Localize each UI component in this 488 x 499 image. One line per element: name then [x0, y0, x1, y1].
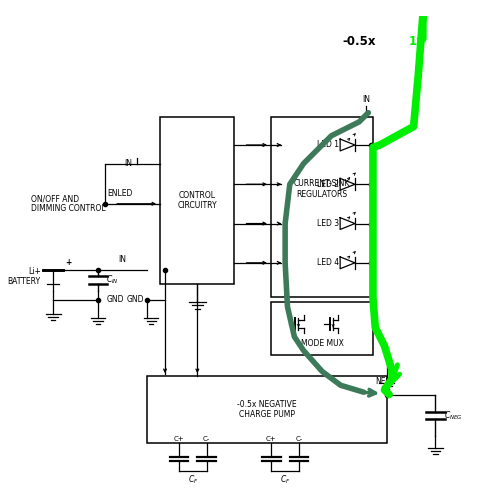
Text: $C_F$: $C_F$	[187, 473, 198, 486]
Text: C-: C-	[203, 436, 210, 442]
Text: -0.5x NEGATIVE
CHARGE PUMP: -0.5x NEGATIVE CHARGE PUMP	[237, 400, 297, 419]
Text: C-: C-	[295, 436, 303, 442]
Text: Li+
BATTERY: Li+ BATTERY	[8, 267, 41, 286]
Text: LED 2: LED 2	[317, 180, 339, 189]
Text: C+: C+	[174, 436, 184, 442]
Text: LED 1: LED 1	[317, 141, 339, 150]
Bar	[161, 117, 234, 283]
Text: IN: IN	[362, 95, 370, 104]
Text: +: +	[65, 258, 71, 267]
Text: GND: GND	[106, 295, 124, 304]
Text: $C_{NEG}$: $C_{NEG}$	[444, 409, 462, 422]
Text: ON/OFF AND
DIMMING CONTROL: ON/OFF AND DIMMING CONTROL	[31, 194, 105, 214]
Text: IN: IN	[118, 255, 126, 264]
Text: GND: GND	[127, 295, 144, 304]
Text: IN: IN	[124, 159, 133, 168]
Text: LED 3: LED 3	[317, 219, 339, 228]
Text: -0.5x: -0.5x	[342, 34, 376, 47]
Bar	[271, 117, 373, 297]
Text: MODE MUX: MODE MUX	[301, 339, 344, 348]
Text: LED 4: LED 4	[317, 258, 339, 267]
Text: CURRENT-SINK
REGULATORS: CURRENT-SINK REGULATORS	[294, 179, 350, 199]
Bar	[146, 376, 387, 443]
Text: ENLED: ENLED	[107, 189, 133, 198]
Text: $C_{IN}$: $C_{IN}$	[106, 274, 119, 286]
Bar	[271, 302, 373, 355]
Text: $C_F$: $C_F$	[280, 473, 290, 486]
Text: 1x: 1x	[409, 34, 425, 47]
Text: CONTROL
CIRCUITRY: CONTROL CIRCUITRY	[178, 191, 217, 210]
Text: NEG: NEG	[375, 377, 391, 386]
Text: C+: C+	[266, 436, 277, 442]
